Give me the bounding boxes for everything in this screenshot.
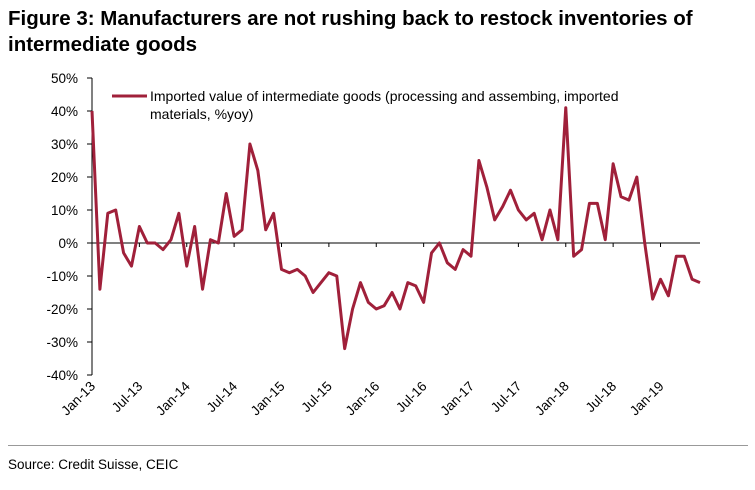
- x-tick-label: Jan-19: [627, 379, 667, 419]
- y-tick-label: -30%: [46, 335, 78, 350]
- y-tick-label: -20%: [46, 302, 78, 317]
- legend-label: Imported value of intermediate goods (pr…: [150, 88, 619, 122]
- y-tick-label: 50%: [51, 71, 78, 86]
- y-tick-label: 30%: [51, 137, 78, 152]
- x-tick-label: Jul-17: [488, 379, 525, 416]
- x-tick-label: Jan-16: [343, 379, 383, 419]
- x-tick-label: Jan-13: [58, 379, 98, 419]
- x-tick-label: Jan-14: [153, 378, 193, 418]
- x-tick-label: Jan-15: [248, 379, 288, 419]
- y-tick-label: 0%: [58, 236, 78, 251]
- y-tick-label: -40%: [46, 368, 78, 383]
- x-tick-label: Jul-16: [393, 379, 430, 416]
- y-tick-label: -10%: [46, 269, 78, 284]
- x-tick-label: Jan-17: [437, 379, 477, 419]
- x-tick-label: Jul-15: [298, 379, 335, 416]
- x-tick-label: Jul-18: [583, 379, 620, 416]
- y-tick-label: 10%: [51, 203, 78, 218]
- y-tick-label: 40%: [51, 104, 78, 119]
- series-line: [90, 106, 701, 351]
- chart-title: Figure 3: Manufacturers are not rushing …: [8, 7, 693, 56]
- source-note: Source: Credit Suisse, CEIC: [8, 457, 179, 472]
- y-tick-label: 20%: [51, 170, 78, 185]
- chart: -40% -30% -20% -10% 0% 10% 20% 30% 40% 50% Jan-13 J…: [46, 71, 701, 419]
- divider: [8, 445, 748, 446]
- x-tick-label: Jul-14: [204, 378, 241, 415]
- x-tick-label: Jan-18: [532, 379, 572, 419]
- x-tick-label: Jul-13: [109, 379, 146, 416]
